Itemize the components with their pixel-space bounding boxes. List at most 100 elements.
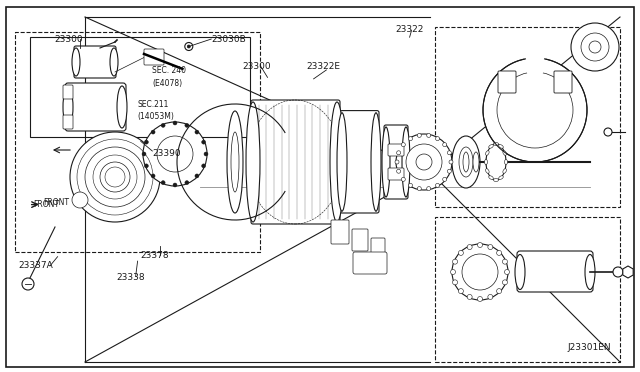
Circle shape bbox=[151, 130, 155, 134]
FancyBboxPatch shape bbox=[352, 229, 368, 251]
Circle shape bbox=[185, 124, 189, 127]
Circle shape bbox=[145, 164, 148, 168]
Circle shape bbox=[395, 160, 399, 164]
Ellipse shape bbox=[452, 136, 480, 188]
Circle shape bbox=[22, 278, 34, 290]
Circle shape bbox=[452, 244, 508, 300]
Circle shape bbox=[452, 259, 458, 264]
FancyBboxPatch shape bbox=[63, 85, 73, 99]
Circle shape bbox=[408, 137, 413, 141]
Ellipse shape bbox=[459, 147, 473, 177]
FancyBboxPatch shape bbox=[388, 144, 404, 156]
Circle shape bbox=[502, 280, 508, 285]
FancyBboxPatch shape bbox=[498, 71, 516, 93]
Circle shape bbox=[488, 295, 493, 299]
Ellipse shape bbox=[231, 132, 239, 192]
Ellipse shape bbox=[486, 151, 489, 155]
Text: 23390: 23390 bbox=[152, 149, 181, 158]
Text: (14053M): (14053M) bbox=[138, 112, 175, 121]
Circle shape bbox=[483, 58, 587, 162]
Circle shape bbox=[100, 162, 130, 192]
Circle shape bbox=[443, 177, 447, 182]
Circle shape bbox=[449, 160, 453, 164]
Circle shape bbox=[477, 243, 483, 247]
Circle shape bbox=[70, 132, 160, 222]
Text: 23338: 23338 bbox=[116, 273, 145, 282]
Ellipse shape bbox=[463, 152, 469, 172]
Circle shape bbox=[497, 250, 502, 256]
Circle shape bbox=[435, 137, 440, 141]
Circle shape bbox=[435, 183, 440, 187]
Circle shape bbox=[188, 45, 190, 48]
Circle shape bbox=[202, 164, 205, 168]
FancyBboxPatch shape bbox=[65, 83, 126, 131]
Text: SEC.211: SEC.211 bbox=[138, 100, 169, 109]
Circle shape bbox=[406, 144, 442, 180]
Text: 23322E: 23322E bbox=[306, 62, 340, 71]
Ellipse shape bbox=[486, 152, 492, 172]
Circle shape bbox=[443, 142, 447, 147]
Circle shape bbox=[462, 254, 498, 290]
Circle shape bbox=[613, 267, 623, 277]
Text: J23301EN: J23301EN bbox=[568, 343, 611, 352]
Circle shape bbox=[204, 152, 208, 156]
Circle shape bbox=[161, 124, 165, 127]
FancyBboxPatch shape bbox=[554, 71, 572, 93]
FancyBboxPatch shape bbox=[144, 49, 164, 65]
Circle shape bbox=[397, 151, 401, 155]
Ellipse shape bbox=[382, 127, 390, 197]
Text: SEC. 240: SEC. 240 bbox=[152, 66, 186, 75]
Ellipse shape bbox=[402, 127, 410, 197]
Circle shape bbox=[185, 42, 193, 51]
Circle shape bbox=[202, 140, 205, 144]
Circle shape bbox=[452, 280, 458, 285]
Ellipse shape bbox=[246, 102, 260, 222]
Circle shape bbox=[589, 41, 601, 53]
Text: (E4078): (E4078) bbox=[152, 79, 182, 88]
Ellipse shape bbox=[330, 102, 344, 222]
Circle shape bbox=[458, 289, 463, 294]
FancyBboxPatch shape bbox=[353, 252, 387, 274]
Circle shape bbox=[497, 72, 573, 148]
Text: FRONT: FRONT bbox=[33, 200, 60, 209]
Circle shape bbox=[477, 296, 483, 301]
Circle shape bbox=[467, 244, 472, 250]
Circle shape bbox=[502, 259, 508, 264]
Circle shape bbox=[85, 147, 145, 207]
Circle shape bbox=[458, 250, 463, 256]
FancyBboxPatch shape bbox=[371, 238, 385, 258]
Circle shape bbox=[417, 187, 421, 190]
Ellipse shape bbox=[489, 176, 493, 179]
Bar bbox=[435, 217, 620, 362]
Circle shape bbox=[173, 183, 177, 187]
Circle shape bbox=[195, 174, 199, 178]
Ellipse shape bbox=[117, 86, 127, 128]
Circle shape bbox=[416, 154, 432, 170]
Circle shape bbox=[185, 181, 189, 185]
Ellipse shape bbox=[486, 169, 489, 173]
Text: 23300: 23300 bbox=[54, 35, 83, 44]
Ellipse shape bbox=[110, 48, 118, 76]
Bar bbox=[435, 27, 620, 207]
Ellipse shape bbox=[504, 160, 508, 164]
Ellipse shape bbox=[585, 254, 595, 289]
FancyBboxPatch shape bbox=[63, 115, 73, 129]
FancyBboxPatch shape bbox=[331, 220, 349, 244]
Ellipse shape bbox=[493, 179, 499, 182]
FancyBboxPatch shape bbox=[74, 46, 116, 78]
Ellipse shape bbox=[503, 169, 506, 173]
Ellipse shape bbox=[371, 113, 381, 211]
Circle shape bbox=[397, 169, 401, 173]
Circle shape bbox=[497, 289, 502, 294]
Circle shape bbox=[604, 128, 612, 136]
Ellipse shape bbox=[499, 176, 503, 179]
Ellipse shape bbox=[486, 144, 506, 180]
Ellipse shape bbox=[493, 142, 499, 145]
Text: 23030B: 23030B bbox=[211, 35, 246, 44]
Text: 23337A: 23337A bbox=[18, 262, 52, 270]
Circle shape bbox=[401, 177, 405, 182]
Ellipse shape bbox=[72, 48, 80, 76]
FancyBboxPatch shape bbox=[388, 168, 404, 180]
Text: 23378: 23378 bbox=[141, 251, 170, 260]
Ellipse shape bbox=[484, 160, 488, 164]
